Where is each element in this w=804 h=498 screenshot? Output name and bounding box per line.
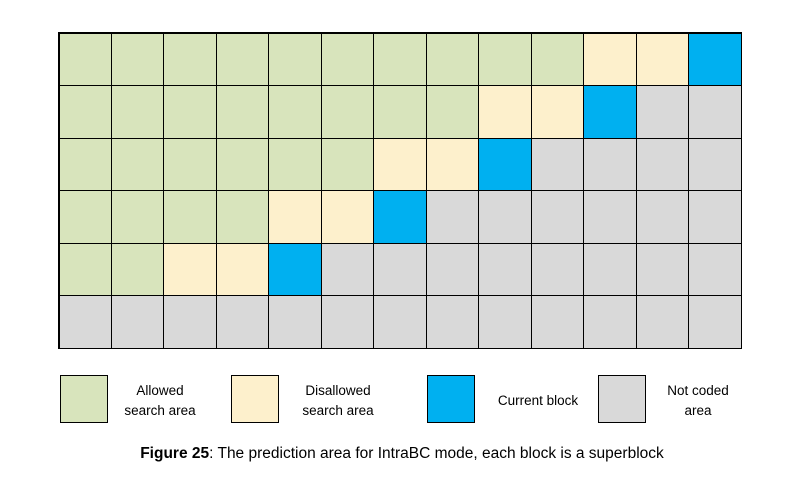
grid-cell-allowed xyxy=(320,32,375,86)
grid-cell-disallowed xyxy=(320,190,375,244)
figure-caption-text: : The prediction area for IntraBC mode, … xyxy=(209,445,664,462)
grid-cell-not-coded xyxy=(425,295,480,349)
grid-cell-allowed xyxy=(215,190,270,244)
legend-swatch-allowed xyxy=(60,375,108,423)
grid-cell-not-coded xyxy=(688,85,742,139)
grid-cell-allowed xyxy=(58,85,112,139)
legend-swatch-not-coded xyxy=(598,375,646,423)
grid-cell-allowed xyxy=(110,190,165,244)
grid-cell-not-coded xyxy=(635,190,690,244)
legend-label-disallowed: Disallowed search area xyxy=(302,383,374,418)
grid-cell-allowed xyxy=(58,242,112,296)
grid-cell-allowed xyxy=(58,137,112,191)
grid-cell-allowed xyxy=(320,85,375,139)
grid-cell-current xyxy=(268,242,322,296)
grid-cell-allowed xyxy=(163,190,217,244)
grid-cell-not-coded xyxy=(268,295,322,349)
grid-cell-not-coded xyxy=(688,295,742,349)
grid-cell-not-coded xyxy=(688,137,742,191)
grid-cell-disallowed xyxy=(163,242,217,296)
grid-cell-not-coded xyxy=(583,295,637,349)
legend-label-not-coded: Not coded area xyxy=(667,383,729,418)
grid-cell-not-coded xyxy=(425,242,480,296)
grid-cell-allowed xyxy=(110,32,165,86)
grid-cell-not-coded xyxy=(688,190,742,244)
grid-cell-allowed xyxy=(478,32,532,86)
grid-cell-not-coded xyxy=(373,242,427,296)
grid-cell-not-coded xyxy=(530,295,585,349)
grid-cell-not-coded xyxy=(110,295,165,349)
grid-cell-not-coded xyxy=(583,242,637,296)
grid-cell-disallowed xyxy=(478,85,532,139)
grid-cell-not-coded xyxy=(58,295,112,349)
legend-swatch-disallowed xyxy=(231,375,279,423)
grid-cell-not-coded xyxy=(635,295,690,349)
grid-cell-allowed xyxy=(58,32,112,86)
grid-cell-allowed xyxy=(58,190,112,244)
grid-cell-allowed xyxy=(425,32,480,86)
grid-cell-allowed xyxy=(110,242,165,296)
grid-cell-not-coded xyxy=(530,190,585,244)
grid-cell-not-coded xyxy=(425,190,480,244)
grid-cell-not-coded xyxy=(320,242,375,296)
grid-cell-allowed xyxy=(110,85,165,139)
figure-number: Figure 25 xyxy=(140,445,210,462)
grid-cell-allowed xyxy=(425,85,480,139)
grid-cell-not-coded xyxy=(635,242,690,296)
grid-cell-allowed xyxy=(320,137,375,191)
grid-cell-allowed xyxy=(163,85,217,139)
grid-cell-not-coded xyxy=(478,190,532,244)
grid-cell-disallowed xyxy=(215,242,270,296)
grid-cell-allowed xyxy=(268,32,322,86)
grid-cell-current xyxy=(583,85,637,139)
legend-label-current: Current block xyxy=(497,393,579,408)
grid-cell-not-coded xyxy=(478,242,532,296)
grid-cell-not-coded xyxy=(215,295,270,349)
grid-cell-disallowed xyxy=(635,32,690,86)
grid-cell-not-coded xyxy=(530,137,585,191)
grid-cell-allowed xyxy=(110,137,165,191)
grid-cell-disallowed xyxy=(373,137,427,191)
grid-cell-allowed xyxy=(215,137,270,191)
legend-swatch-current xyxy=(427,375,475,423)
superblock-grid xyxy=(58,32,742,349)
grid-cell-not-coded xyxy=(635,137,690,191)
grid-cell-current xyxy=(478,137,532,191)
grid-cell-allowed xyxy=(268,85,322,139)
grid-cell-allowed xyxy=(163,137,217,191)
grid-cell-disallowed xyxy=(268,190,322,244)
grid-cell-disallowed xyxy=(583,32,637,86)
grid-cell-allowed xyxy=(373,85,427,139)
grid-cell-allowed xyxy=(163,32,217,86)
grid-cell-allowed xyxy=(373,32,427,86)
grid-cell-allowed xyxy=(215,32,270,86)
grid-cell-current xyxy=(373,190,427,244)
grid-cell-allowed xyxy=(530,32,585,86)
grid-cell-disallowed xyxy=(425,137,480,191)
legend-label-allowed: Allowed search area xyxy=(124,383,196,418)
grid-cell-not-coded xyxy=(163,295,217,349)
grid-cell-not-coded xyxy=(635,85,690,139)
grid-cell-allowed xyxy=(268,137,322,191)
grid-cell-not-coded xyxy=(583,190,637,244)
grid-cell-not-coded xyxy=(320,295,375,349)
figure-caption: Figure 25: The prediction area for Intra… xyxy=(0,445,804,463)
grid-cell-not-coded xyxy=(688,242,742,296)
grid-cell-not-coded xyxy=(583,137,637,191)
grid-cell-not-coded xyxy=(530,242,585,296)
grid-cell-allowed xyxy=(215,85,270,139)
grid-cell-disallowed xyxy=(530,85,585,139)
grid-cell-not-coded xyxy=(373,295,427,349)
grid-cell-current xyxy=(688,32,742,86)
grid-cell-not-coded xyxy=(478,295,532,349)
